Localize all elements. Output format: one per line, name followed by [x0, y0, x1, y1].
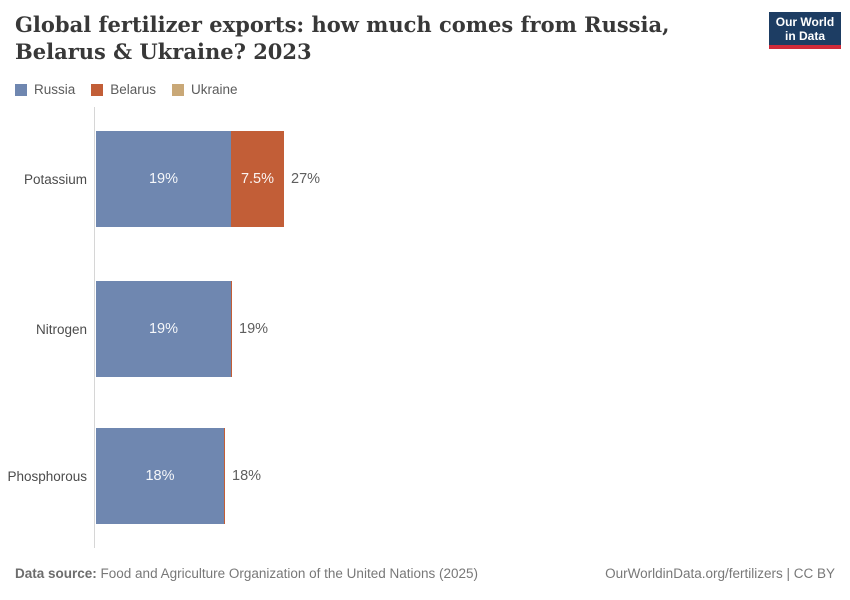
category-label: Potassium: [23, 171, 87, 187]
legend-item-russia[interactable]: Russia: [15, 82, 75, 97]
bar-stack: 19%: [96, 281, 232, 377]
owid-logo-line1: Our World: [775, 14, 835, 29]
legend-item-belarus[interactable]: Belarus: [91, 82, 156, 97]
data-source: Data source: Food and Agriculture Organi…: [15, 566, 478, 581]
footer: Data source: Food and Agriculture Organi…: [15, 566, 835, 581]
legend-swatch-belarus: [91, 83, 104, 96]
legend-item-ukraine[interactable]: Ukraine: [172, 82, 238, 97]
legend-label: Belarus: [110, 82, 157, 97]
bar-row-phosphorous: Phosphorous 18% 18%: [0, 428, 850, 524]
owid-logo-line2: in Data: [784, 28, 825, 43]
bar-value-label: 19%: [148, 171, 179, 187]
bar-segment-belarus-nitrogen[interactable]: [231, 281, 232, 377]
bar-segment-belarus-potassium[interactable]: 7.5%: [231, 131, 284, 227]
bar-row-potassium: Potassium 19% 7.5% 27%: [0, 131, 850, 227]
bar-stack-container: 19% 19%: [96, 281, 268, 377]
bar-segment-russia-potassium[interactable]: 19%: [96, 131, 231, 227]
bar-total-label: 18%: [232, 468, 262, 484]
bar-segment-russia-phosphorous[interactable]: 18%: [96, 428, 224, 524]
bar-total-label: 27%: [291, 171, 321, 187]
owid-logo: Our World in Data: [769, 12, 841, 49]
data-source-label: Data source:: [15, 566, 97, 581]
bar-total-label: 19%: [239, 321, 269, 337]
bar-segment-russia-nitrogen[interactable]: 19%: [96, 281, 231, 377]
legend-swatch-ukraine: [172, 83, 185, 96]
y-axis-line: [94, 107, 95, 548]
legend: Russia Belarus Ukraine: [15, 82, 238, 97]
bar-value-label: 18%: [145, 468, 175, 484]
legend-label: Russia: [34, 82, 76, 97]
bar-chart: Potassium 19% 7.5% 27% Nitrogen 19% 19% Phospho…: [0, 107, 850, 548]
bar-value-label: 19%: [148, 321, 179, 337]
bar-stack: 19% 7.5%: [96, 131, 284, 227]
bar-stack-container: 18% 18%: [96, 428, 261, 524]
legend-swatch-russia: [15, 83, 27, 96]
bar-stack: 18%: [96, 428, 225, 524]
category-label: Nitrogen: [35, 321, 87, 337]
category-label: Phosphorous: [7, 468, 87, 484]
bar-row-nitrogen: Nitrogen 19% 19%: [0, 281, 850, 377]
page-title: Global fertilizer exports: how much come…: [15, 12, 670, 64]
bar-segment-belarus-phosphorous[interactable]: [224, 428, 225, 524]
bar-stack-container: 19% 7.5% 27%: [96, 131, 320, 227]
bar-value-label: 7.5%: [240, 171, 275, 187]
data-source-text: Food and Agriculture Organization of the…: [96, 566, 479, 581]
legend-label: Ukraine: [191, 82, 238, 97]
credit-link[interactable]: OurWorldinData.org/fertilizers | CC BY: [605, 566, 835, 581]
